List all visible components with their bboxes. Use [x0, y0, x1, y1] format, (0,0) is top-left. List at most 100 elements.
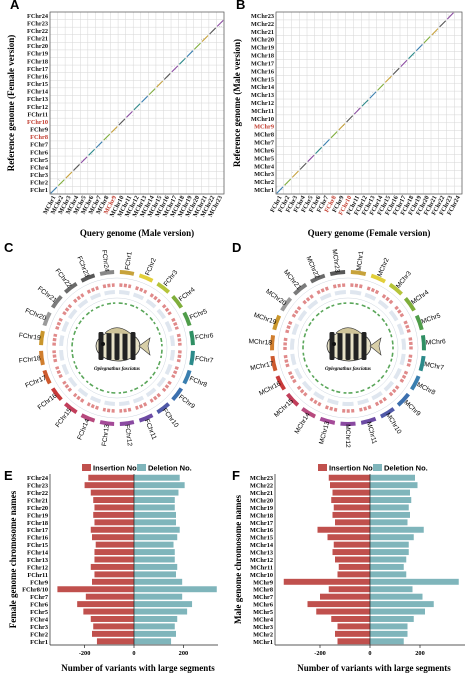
alignment-dot [336, 137, 338, 139]
deletion-track [387, 328, 393, 338]
alignment-dot [355, 111, 357, 113]
category-label: FChr22 [27, 490, 48, 497]
category-label: FChr14 [27, 550, 49, 557]
y-tick-label: MChr15 [251, 76, 274, 83]
insertion-track [309, 396, 322, 407]
alignment-dot [357, 107, 359, 108]
alignment-segment [439, 20, 447, 28]
alignment-segment [346, 115, 354, 123]
alignment-dot [420, 45, 422, 47]
alignment-segment [307, 154, 315, 162]
category-label: MChr22 [250, 483, 273, 490]
y-tick-label: MChr7 [254, 140, 274, 147]
fish-stripe [122, 332, 128, 360]
alignment-segment [315, 146, 323, 155]
y-tick-label: FChr20 [27, 43, 48, 50]
alignment-segment [201, 35, 209, 42]
chromosome-band [42, 369, 52, 385]
insertion-bar [94, 504, 134, 511]
chromosome-label: FChr7 [195, 355, 214, 364]
insertion-bar [332, 489, 370, 496]
y-tick-label: FChr10 [27, 119, 48, 126]
insertion-track [72, 293, 85, 304]
alignment-segment [163, 73, 171, 80]
chromosome-band [388, 282, 403, 296]
deletion-track [311, 374, 319, 383]
alignment-dot [90, 153, 92, 155]
insertion-track [52, 350, 58, 363]
alignment-dot [138, 109, 140, 110]
chromosome-band [189, 330, 195, 346]
alignment-segment [392, 67, 400, 75]
deletion-track [149, 316, 156, 325]
panel-letter: A [10, 0, 20, 12]
chromosome-label: FChr23 [75, 255, 90, 278]
deletion-track [308, 318, 315, 327]
alignment-dot [115, 128, 117, 129]
category-label: MChr2 [253, 631, 273, 638]
y-tick-label: MChr1 [254, 187, 274, 194]
chromosome-label: MChr3 [395, 270, 413, 290]
chromosome-label: MChr1 [356, 250, 366, 271]
deletion-track [372, 309, 381, 317]
chromosome-label: MChr23 [330, 249, 340, 274]
alignment-segment [361, 99, 369, 107]
deletion-bar [134, 482, 185, 489]
insertion-track [72, 392, 85, 403]
alignment-segment [141, 95, 148, 103]
legend-label-deletion: Deletion No. [384, 464, 428, 473]
alignment-dot [390, 77, 392, 79]
y-tick-label: FChr18 [27, 58, 48, 65]
chromosome-band [80, 273, 96, 283]
alignment-segment [400, 59, 408, 67]
deletion-bar [370, 549, 409, 556]
y-tick-label: FChr5 [30, 157, 48, 164]
deletion-bar [370, 474, 415, 481]
chromosome-label: MChr9 [402, 399, 421, 418]
legend-label-deletion: Deletion No. [148, 464, 192, 473]
alignment-dot [309, 155, 311, 157]
alignment-dot [118, 122, 119, 123]
alignment-segment [80, 156, 88, 164]
x-tick-label: -200 [314, 650, 326, 657]
alignment-segment [88, 148, 96, 156]
chromosome-band [171, 294, 184, 309]
chromosome-label: MChr18 [248, 338, 272, 347]
category-label: FChr7 [30, 594, 48, 601]
alignment-segment [369, 91, 377, 99]
alignment-segment [171, 65, 179, 73]
alignment-dot [363, 102, 365, 104]
insertion-track [119, 283, 132, 289]
insertion-track [171, 366, 179, 379]
density-track [401, 338, 406, 350]
deletion-track [315, 309, 324, 317]
insertion-track [291, 305, 302, 318]
insertion-track [381, 293, 394, 305]
alignment-segment [133, 103, 141, 111]
alignment-segment [73, 164, 80, 171]
category-label: MChr9 [253, 579, 273, 586]
chromosome-band [379, 407, 395, 419]
alignment-dot [163, 72, 165, 74]
alignment-dot [392, 74, 394, 76]
alignment-segment [322, 139, 330, 147]
alignment-dot [387, 76, 389, 78]
deletion-bar [370, 497, 412, 503]
chromosome-band [171, 387, 184, 402]
panel-letter: B [236, 0, 245, 12]
alignment-dot [132, 115, 134, 117]
chromosome-band [138, 413, 154, 423]
deletion-bar [134, 638, 172, 645]
chromosome-label: MChr8 [416, 381, 437, 396]
alignment-dot [448, 15, 450, 17]
y-tick-label: MChr17 [251, 60, 274, 67]
deletion-track [305, 364, 311, 373]
alignment-dot [442, 26, 444, 28]
deletion-track [302, 352, 306, 362]
chromosome-label: FChr6 [195, 332, 214, 341]
alignment-dot [358, 108, 360, 109]
insertion-track [374, 396, 387, 407]
chromosome-label: FChr20 [24, 307, 47, 322]
insertion-bar [331, 616, 370, 622]
